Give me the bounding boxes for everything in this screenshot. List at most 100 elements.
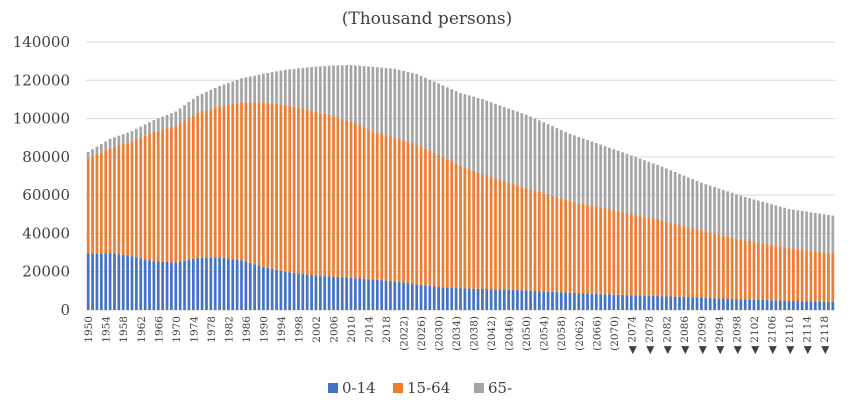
bar-65--1997 xyxy=(292,68,296,107)
bar-15-64-1986 xyxy=(244,102,248,262)
chart-title: (Thousand persons) xyxy=(342,9,513,29)
bar-0-14-2073 xyxy=(625,295,629,310)
bar-15-64-1988 xyxy=(253,102,256,265)
bar-15-64-2111 xyxy=(792,248,795,301)
bar-65--1999 xyxy=(301,67,305,109)
bar-0-14-2021 xyxy=(397,281,401,310)
bar-0-14-2009 xyxy=(345,277,348,310)
y-tick-label: 40000 xyxy=(22,224,70,242)
y-tick-label: 140000 xyxy=(13,33,70,51)
bar-65--1954 xyxy=(104,141,108,151)
bar-15-64-2116 xyxy=(813,251,817,302)
bar-15-64-1994 xyxy=(279,104,283,271)
bar-15-64-2044 xyxy=(498,179,502,290)
bar-15-64-2050 xyxy=(524,188,528,291)
bar-0-14-2030 xyxy=(437,287,440,310)
bar-15-64-2079 xyxy=(651,218,655,296)
bar-0-14-2054 xyxy=(542,291,546,310)
bar-0-14-2077 xyxy=(643,295,646,310)
bar-0-14-2084 xyxy=(673,296,677,310)
bar-15-64-1968 xyxy=(165,128,169,262)
bar-15-64-2066 xyxy=(594,206,598,294)
bar-15-64-2112 xyxy=(796,249,800,302)
bar-15-64-2000 xyxy=(305,109,309,275)
bar-65--2099 xyxy=(739,195,743,240)
bar-65--2002 xyxy=(314,66,318,112)
legend-swatch-65 xyxy=(474,383,484,393)
bar-0-14-2056 xyxy=(551,291,554,310)
bar-0-14-2108 xyxy=(778,300,782,310)
bar-0-14-2036 xyxy=(463,288,467,310)
bar-0-14-2055 xyxy=(546,291,550,310)
x-tick-label: 1998 xyxy=(293,316,305,343)
x-tick-label: (2030) xyxy=(434,316,446,351)
bar-0-14-2093 xyxy=(713,298,716,310)
bar-65--1979 xyxy=(213,87,217,108)
bar-0-14-1974 xyxy=(191,258,195,310)
bar-0-14-1993 xyxy=(275,269,278,310)
bar-15-64-2021 xyxy=(397,139,401,282)
bar-15-64-1956 xyxy=(113,146,116,254)
bar-0-14-2061 xyxy=(573,292,576,310)
bar-0-14-1991 xyxy=(266,267,270,310)
bar-65--2094 xyxy=(717,188,721,235)
bar-15-64-1987 xyxy=(248,102,252,263)
bar-15-64-2045 xyxy=(502,181,506,290)
bar-65--2095 xyxy=(721,189,725,236)
bar-0-14-1981 xyxy=(222,257,226,310)
bar-15-64-2097 xyxy=(730,237,734,299)
bar-65--1986 xyxy=(244,77,248,103)
bar-0-14-1990 xyxy=(262,266,265,310)
bar-0-14-2015 xyxy=(371,279,375,310)
x-tick-label: ◀ 2094 xyxy=(714,316,726,354)
bar-0-14-2041 xyxy=(485,289,489,310)
bar-0-14-2051 xyxy=(529,290,532,310)
bar-65--2085 xyxy=(678,173,681,226)
bar-65--2062 xyxy=(577,136,581,203)
bar-65--2107 xyxy=(774,205,778,246)
bar-15-64-1978 xyxy=(209,108,213,258)
bar-65--2032 xyxy=(446,87,449,160)
bar-15-64-2006 xyxy=(332,116,335,277)
bar-0-14-2066 xyxy=(594,293,598,310)
bar-0-14-2027 xyxy=(424,285,427,310)
bar-65--2098 xyxy=(735,194,738,239)
bar-15-64-2119 xyxy=(827,252,830,302)
bar-0-14-2098 xyxy=(735,299,738,310)
bar-15-64-2055 xyxy=(546,194,550,292)
bar-65--1990 xyxy=(262,73,265,103)
bar-15-64-1993 xyxy=(275,103,278,270)
bar-65--1995 xyxy=(283,69,287,105)
bar-65--1965 xyxy=(152,120,156,132)
x-tick-label: (2022) xyxy=(399,316,411,351)
x-tick-label: ◀ 2086 xyxy=(679,316,691,354)
bar-15-64-2090 xyxy=(700,230,703,298)
x-tick-label: 1966 xyxy=(153,316,165,343)
bar-0-14-2087 xyxy=(686,297,690,310)
bar-15-64-2077 xyxy=(643,216,646,296)
x-tick-label: (2046) xyxy=(504,316,516,351)
bar-15-64-1955 xyxy=(108,148,112,253)
bar-0-14-1964 xyxy=(148,260,151,310)
bar-65--2096 xyxy=(726,191,730,237)
bar-15-64-2067 xyxy=(599,207,603,295)
bar-65--1958 xyxy=(121,134,125,145)
bar-65--2050 xyxy=(524,114,528,189)
bar-0-14-2107 xyxy=(774,300,778,310)
bar-65--2026 xyxy=(419,75,423,147)
bar-65--2075 xyxy=(634,157,638,215)
x-tick-label: ◀ 2082 xyxy=(661,316,673,354)
bar-0-14-1961 xyxy=(135,257,138,310)
y-tick-label: 60000 xyxy=(22,186,70,204)
bar-15-64-1971 xyxy=(178,123,182,262)
bar-0-14-1978 xyxy=(209,257,213,310)
bar-65--2010 xyxy=(349,64,353,122)
x-tick-label: 1950 xyxy=(83,316,95,343)
bar-65--2047 xyxy=(511,110,515,185)
bar-0-14-2014 xyxy=(367,279,370,310)
bar-15-64-1951 xyxy=(91,156,94,254)
bar-65--2018 xyxy=(384,68,388,136)
bar-65--2028 xyxy=(428,79,432,151)
bar-65--2013 xyxy=(362,66,366,128)
